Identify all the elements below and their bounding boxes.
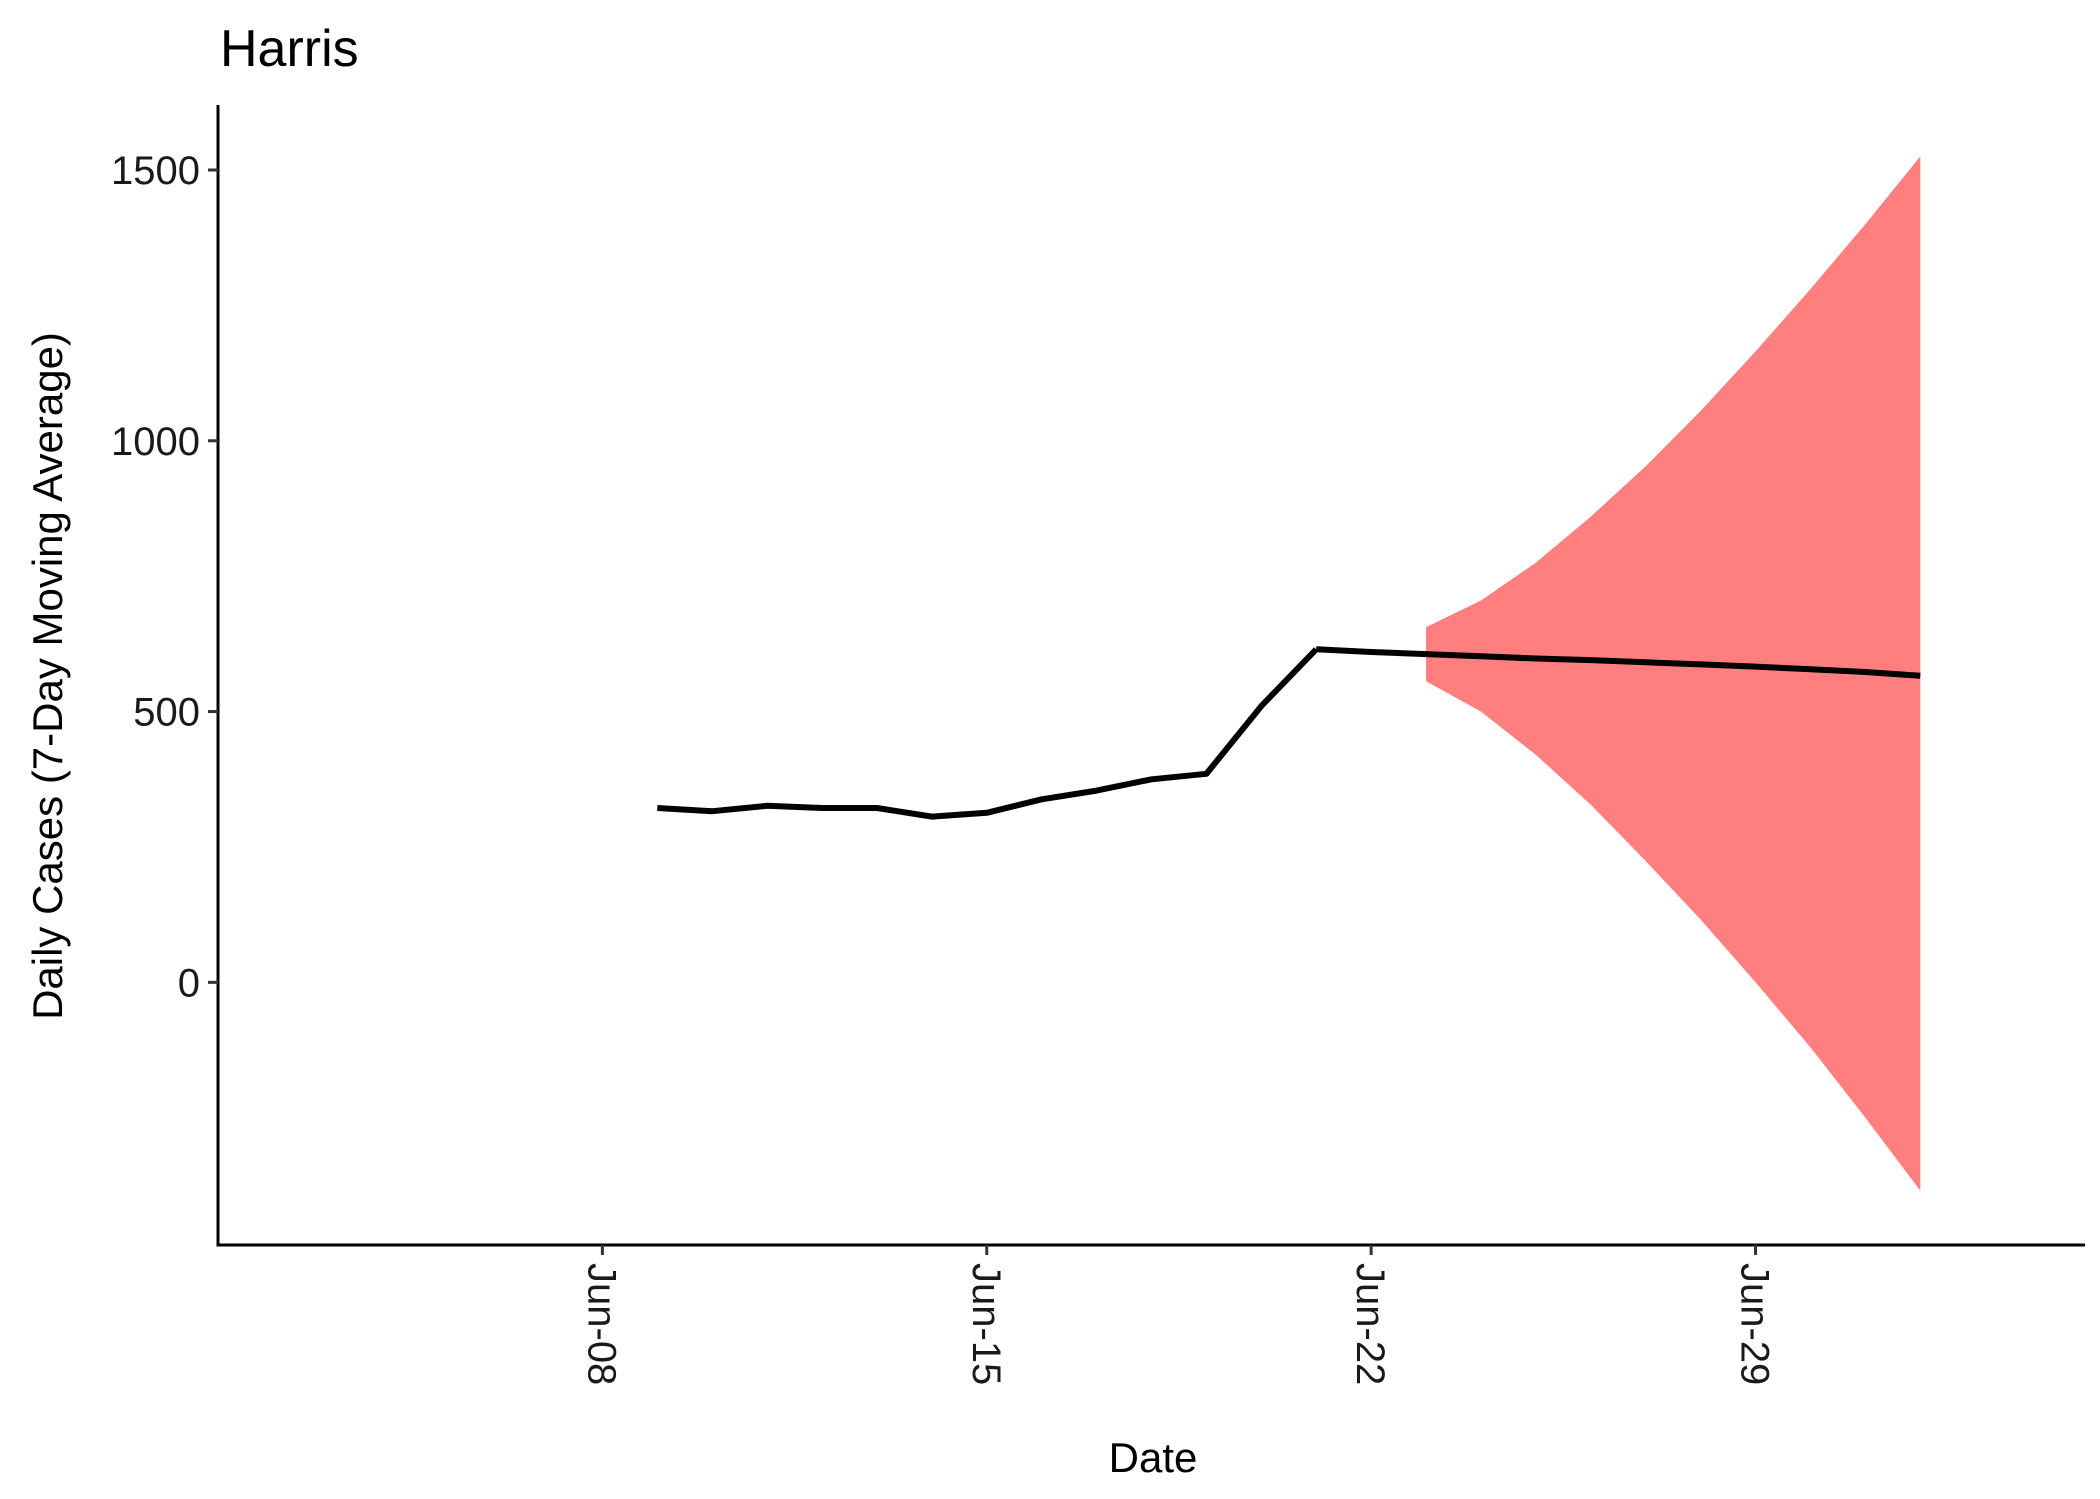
x-tick-label: Jun-15 xyxy=(964,1263,1008,1385)
chart-title: Harris xyxy=(220,20,359,78)
x-tick-label: Jun-08 xyxy=(579,1263,623,1385)
y-tick-label: 1500 xyxy=(111,149,200,193)
y-axis-title: Daily Cases (7-Day Moving Average) xyxy=(24,332,71,1020)
y-tick-label: 0 xyxy=(178,961,200,1005)
series-layer xyxy=(657,646,1921,820)
plot-area xyxy=(657,156,1921,1191)
series-line-1 xyxy=(657,647,1319,820)
y-axis-ticks: 0 500 1000 1500 xyxy=(111,149,218,1005)
x-tick-label: Jun-29 xyxy=(1733,1263,1777,1385)
x-axis-ticks: Jun-08 Jun-15 Jun-22 Jun-29 xyxy=(579,1245,1777,1385)
series-line-2 xyxy=(1316,646,1921,679)
x-tick-label: Jun-22 xyxy=(1348,1263,1392,1385)
y-tick-label: 1000 xyxy=(111,420,200,464)
y-tick-label: 500 xyxy=(133,691,200,735)
x-axis-title: Date xyxy=(1109,1434,1198,1481)
forecast-band xyxy=(1426,156,1921,1191)
